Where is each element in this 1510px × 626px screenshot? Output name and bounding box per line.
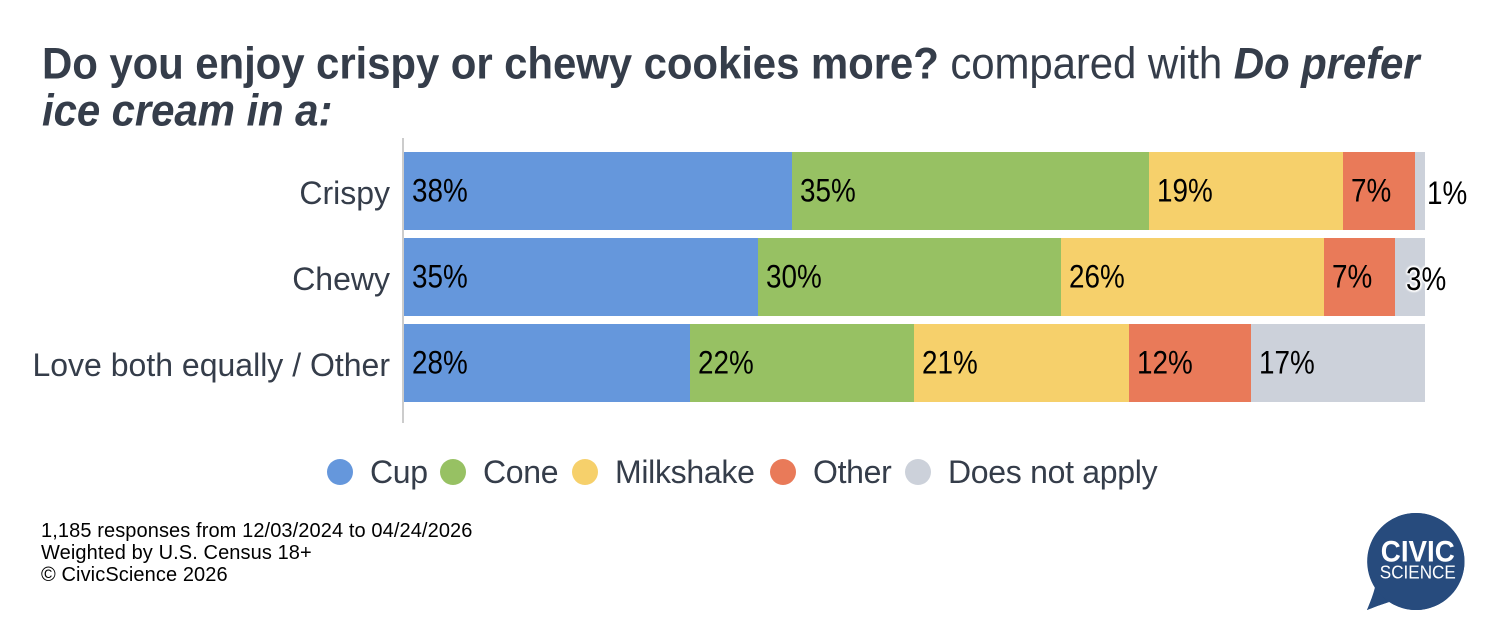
svg-text:SCIENCE: SCIENCE <box>1380 562 1456 583</box>
svg-text:CIVIC: CIVIC <box>1381 535 1455 568</box>
